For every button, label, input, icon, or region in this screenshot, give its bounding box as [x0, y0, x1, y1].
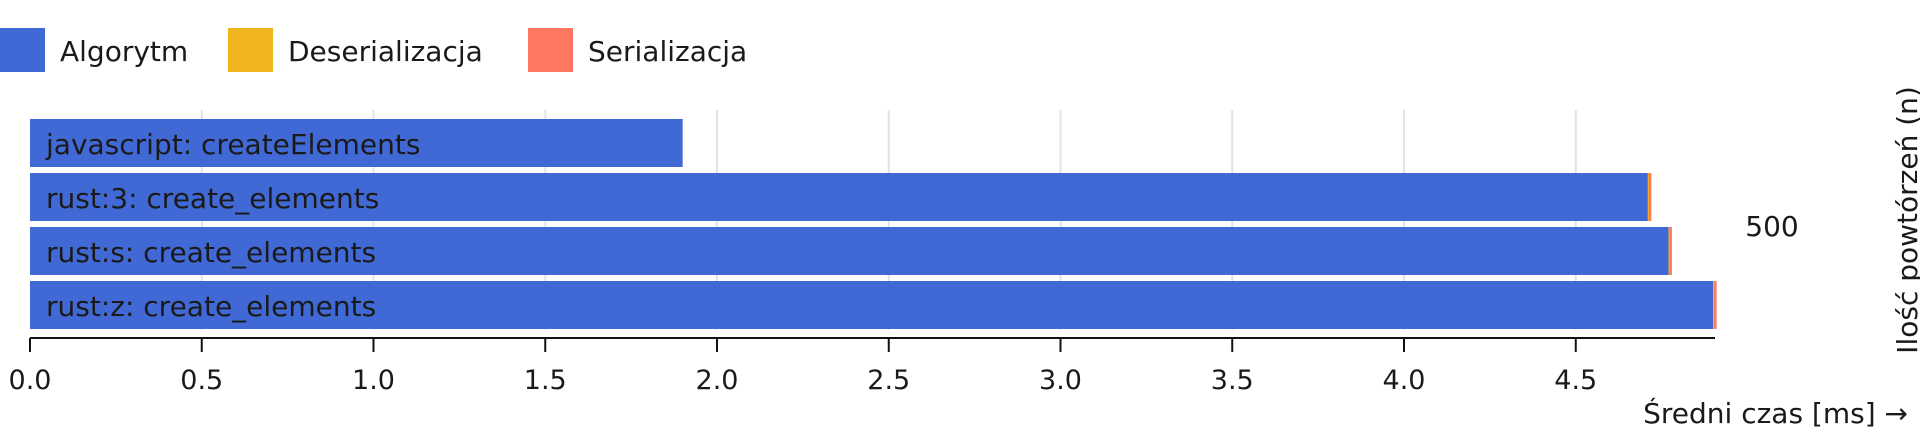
x-tick-label: 0.0 — [9, 365, 52, 396]
bar-serializacja-2 — [1669, 227, 1672, 275]
bar-algorytm-1 — [30, 173, 1648, 221]
x-tick-label: 4.5 — [1554, 365, 1597, 396]
x-tick-label: 3.0 — [1039, 365, 1082, 396]
bar-deserializacja-3 — [1713, 281, 1715, 329]
x-tick-label: 2.5 — [867, 365, 910, 396]
y-axis-label: Ilość powtórzeń (n) — [1891, 86, 1920, 354]
bar-algorytm-0 — [30, 119, 683, 167]
bar-label-0: javascript: createElements — [45, 128, 420, 161]
x-tick-label: 3.5 — [1211, 365, 1254, 396]
bar-label-2: rust:s: create_elements — [46, 236, 376, 269]
legend-label-deserializacja: Deserializacja — [288, 35, 483, 68]
bars: javascript: createElements rust:3: create… — [30, 119, 1717, 329]
bar-label-3: rust:z: create_elements — [46, 290, 376, 323]
x-tick-label: 1.0 — [352, 365, 395, 396]
bar-algorytm-3 — [30, 281, 1714, 329]
bar-deserializacja-1 — [1647, 173, 1650, 221]
x-axis-label: Średni czas [ms] → — [1643, 396, 1908, 430]
x-axis: 0.0 0.5 1.0 1.5 2.0 2.5 3.0 3.5 4.0 4.5 — [9, 337, 1715, 396]
x-tick-label: 2.0 — [696, 365, 739, 396]
x-tick-label: 4.0 — [1383, 365, 1426, 396]
legend-label-serializacja: Serializacja — [588, 35, 747, 68]
legend-label-algorytm: Algorytm — [60, 35, 188, 68]
bar-serializacja-1 — [1648, 173, 1652, 221]
group-label: 500 — [1745, 210, 1798, 243]
bar-algorytm-2 — [30, 227, 1669, 275]
legend-swatch-deserializacja — [228, 28, 273, 72]
x-tick-label: 1.5 — [524, 365, 567, 396]
legend-swatch-serializacja — [528, 28, 573, 72]
bar-label-1: rust:3: create_elements — [46, 182, 379, 215]
legend: Algorytm Deserializacja Serializacja — [0, 28, 747, 72]
legend-swatch-algorytm — [0, 28, 45, 72]
bar-serializacja-3 — [1714, 281, 1717, 329]
bar-deserializacja-2 — [1668, 227, 1670, 275]
x-tick-label: 0.5 — [180, 365, 223, 396]
